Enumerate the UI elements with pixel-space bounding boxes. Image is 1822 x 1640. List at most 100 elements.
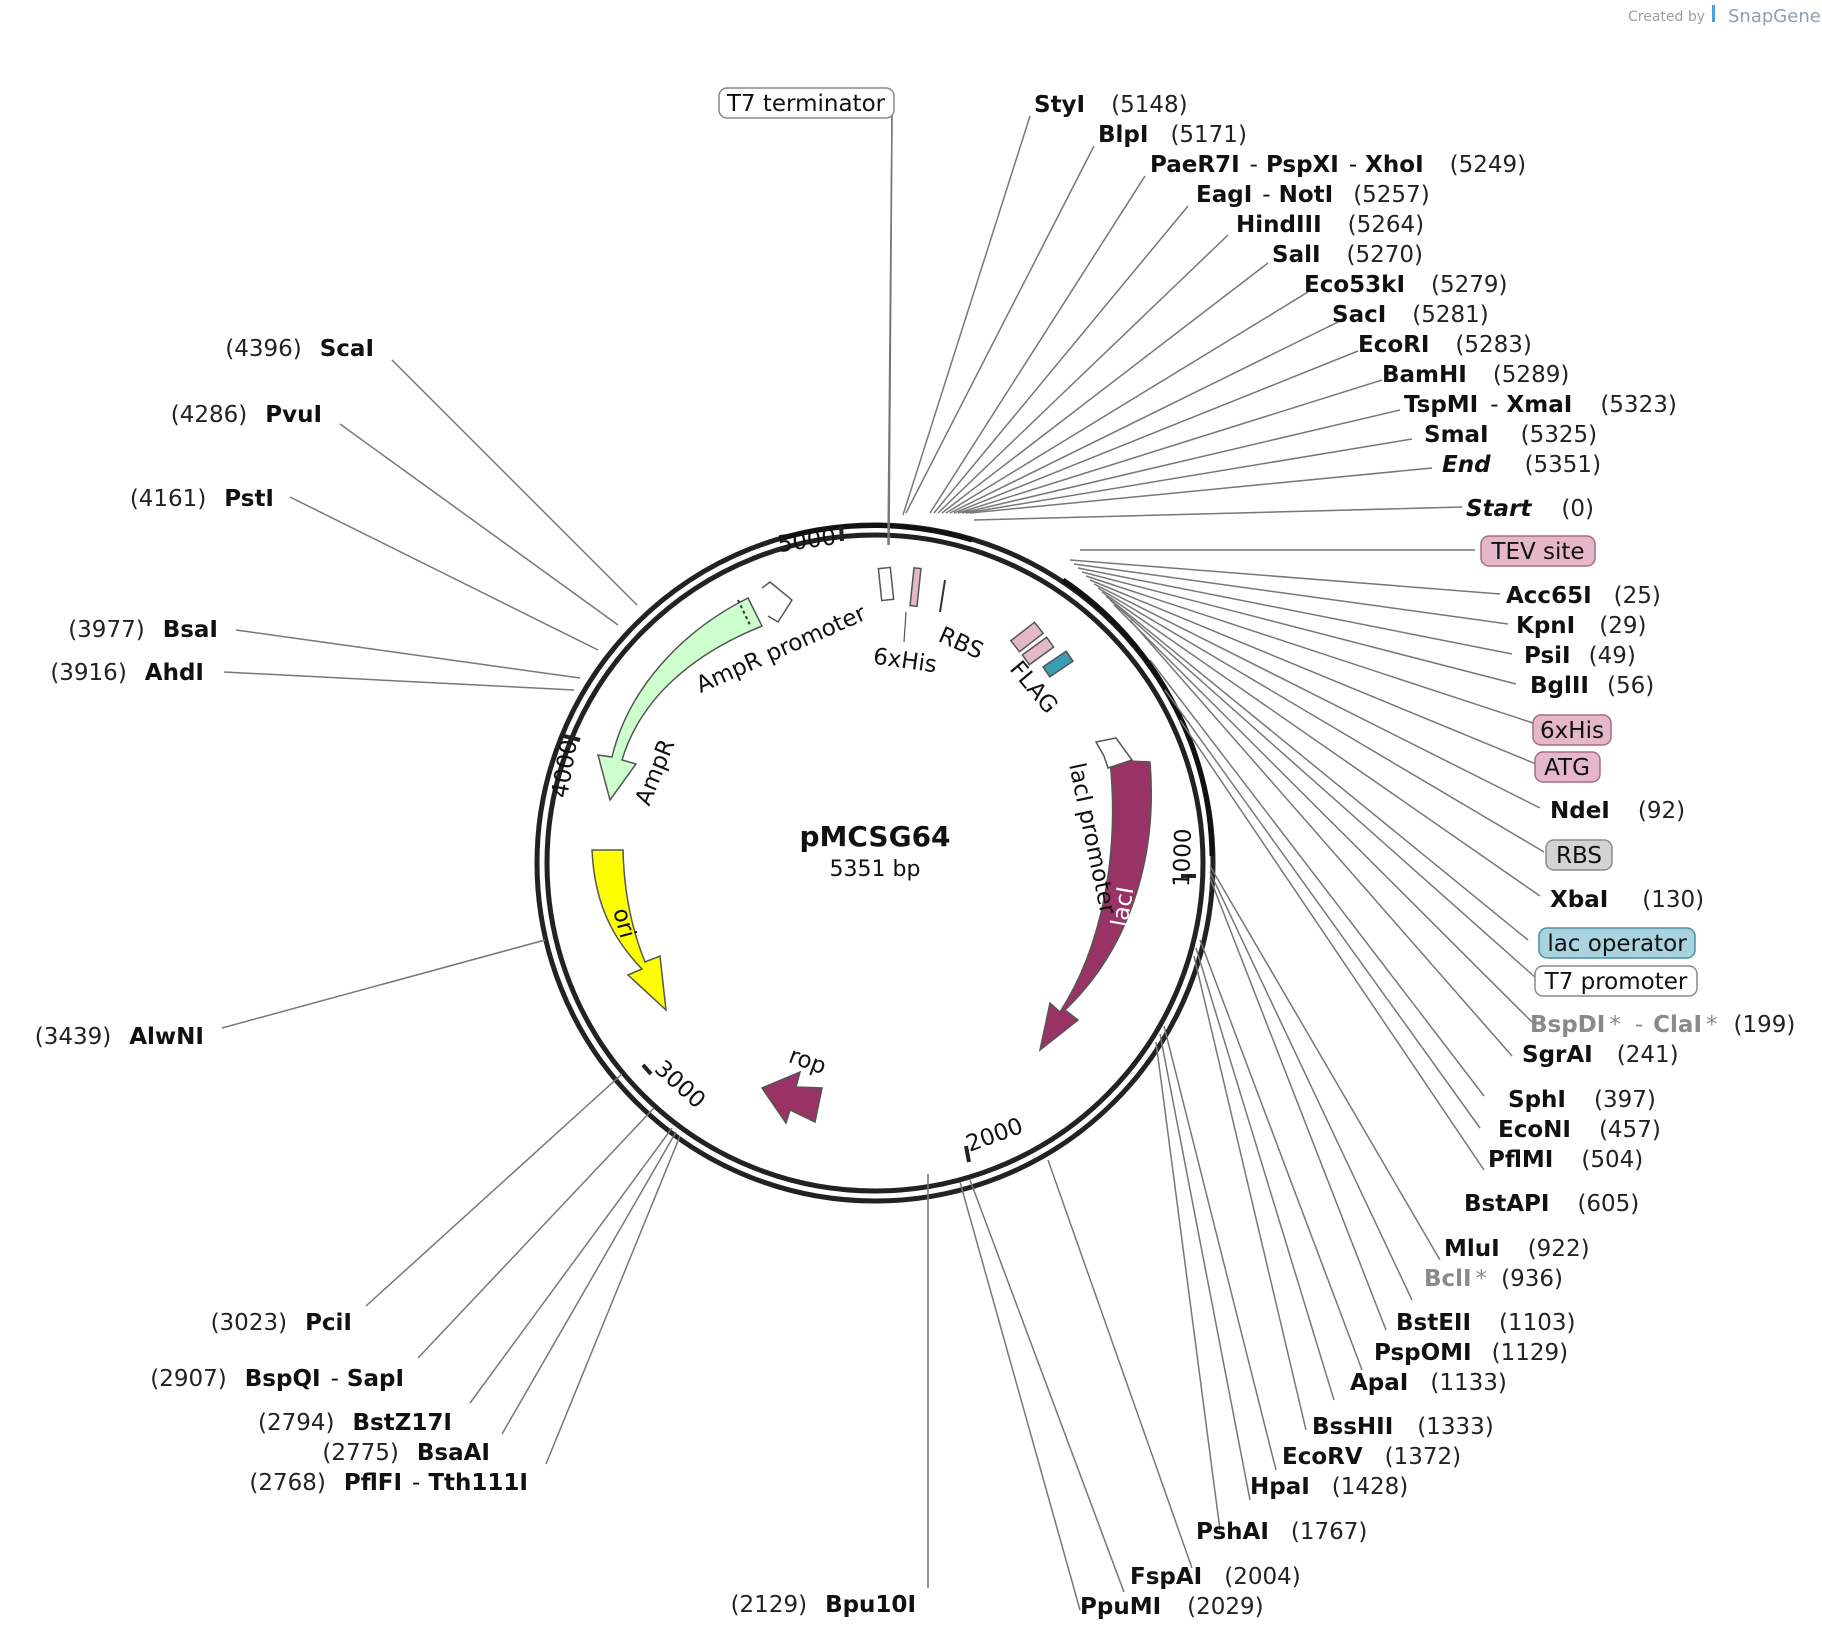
boxed-feature-atg: ATG [1534, 751, 1601, 783]
plasmid-name: pMCSG64 [799, 820, 950, 853]
box-label: ATG [1544, 755, 1590, 781]
site-label: BglII (56) [1530, 673, 1654, 699]
site-label: TspMI - XmaI (5323) [1404, 392, 1677, 418]
tick-label-2000: 2000 [963, 1113, 1027, 1157]
leader-line [1159, 1033, 1251, 1501]
leader-line [905, 145, 1095, 514]
leader-line [1077, 567, 1513, 655]
site-label: ApaI (1133) [1350, 1370, 1507, 1396]
box-bg [1538, 927, 1696, 959]
tick-mark [563, 734, 581, 742]
site-label: (4286) PvuI [171, 402, 322, 428]
leader-line [1163, 1025, 1277, 1471]
laci-arrow [1038, 759, 1153, 1052]
leader-line [221, 939, 546, 1029]
rbs-label: RBS [935, 622, 988, 664]
ampr-promoter-arrow [761, 581, 793, 624]
leader-line [1089, 579, 1537, 765]
leader-line [365, 1073, 623, 1307]
site-label: BssHII (1333) [1312, 1414, 1494, 1440]
leader-line [1093, 583, 1541, 809]
leader-line [339, 423, 619, 626]
boxed-feature-lac-operator: lac operator [1538, 927, 1696, 959]
box-label: RBS [1556, 843, 1602, 869]
leader-line [235, 629, 581, 679]
leader-line [1101, 591, 1541, 897]
tick-marks [563, 525, 1196, 1163]
rop-label: rop [785, 1043, 829, 1080]
leader-line [289, 496, 599, 651]
leader-line [1113, 604, 1533, 1023]
site-label: BstEII (1103) [1396, 1310, 1576, 1336]
site-label: (2768) PflFI - Tth111I [249, 1470, 528, 1496]
site-label: EcoNI (457) [1498, 1117, 1661, 1143]
site-label: SalI (5270) [1272, 242, 1423, 268]
tick-label-5000: 5000 [776, 524, 838, 558]
site-label: BclI * (936) [1424, 1266, 1563, 1292]
mcs-arc-top [782, 523, 973, 543]
his-mark [909, 566, 922, 608]
leader-line [391, 359, 638, 606]
site-label: (2775) BsaAI [322, 1440, 490, 1466]
credit-brand: SnapGene [1728, 6, 1821, 27]
box-bg [1534, 751, 1601, 783]
leader-line [937, 234, 1229, 514]
site-label: SmaI (5325) [1424, 422, 1597, 448]
site-label: PshAI (1767) [1196, 1519, 1367, 1545]
box-label: TEV site [1490, 539, 1584, 565]
boxed-feature-t7-promoter: T7 promoter [1534, 965, 1698, 997]
right-sites: Acc65I (25) KpnI (29) PsiI (49) BglII (56) N… [1080, 583, 1795, 1620]
site-label: (2794) BstZ17I [258, 1410, 452, 1436]
ori-arrow [591, 849, 667, 1012]
boxed-feature-6xhis: 6xHis [1532, 714, 1612, 746]
top-sites: StyI (5148) BlpI (5171) PaeR7I - PspXI - XhoI(… [1034, 92, 1677, 522]
left-leader-lines [221, 359, 929, 1588]
site-label: SphI (397) [1508, 1087, 1656, 1113]
site-label: PsiI (49) [1524, 643, 1636, 669]
site-label: (3977) BsaI [68, 617, 218, 643]
box-label: lac operator [1547, 931, 1687, 957]
site-label: (2129) Bpu10I [731, 1592, 916, 1618]
site-label: End (5351) [1442, 452, 1601, 478]
tick-label-4000: 4000 [547, 738, 583, 800]
site-label: PflMI (504) [1488, 1147, 1643, 1173]
leader-line [957, 379, 1383, 514]
site-label: (2907) BspQI - SapI [150, 1366, 404, 1392]
leader-line [969, 467, 1433, 514]
t7-terminator-leader [887, 115, 893, 546]
tev-site-mark [1009, 621, 1045, 653]
leader-line [953, 350, 1359, 514]
tick-label-1000: 1000 [1169, 828, 1197, 887]
site-label: MluI (922) [1444, 1236, 1590, 1262]
site-label: (4396) ScaI [225, 336, 374, 362]
box-label: T7 terminator [726, 91, 886, 117]
site-label: BlpI (5171) [1098, 122, 1247, 148]
leader-line [417, 1107, 655, 1359]
site-label: (3916) AhdI [50, 660, 204, 686]
site-label: HpaI (1428) [1250, 1474, 1408, 1500]
site-label: NdeI (92) [1550, 798, 1685, 824]
site-label: StyI (5148) [1034, 92, 1188, 118]
leader-line [223, 671, 575, 691]
site-label: BamHI (5289) [1382, 362, 1569, 388]
tick-label-3000: 3000 [649, 1056, 710, 1114]
site-label: (3023) PciI [211, 1310, 352, 1336]
tick-mark [964, 1145, 971, 1163]
leader-line [1109, 599, 1537, 979]
site-label: XbaI (130) [1550, 887, 1704, 913]
ampr-arrow [596, 596, 764, 802]
box-label: 6xHis [1540, 718, 1604, 744]
leader-line [1199, 939, 1363, 1371]
backbone-inner [544, 532, 1206, 1194]
box-label: T7 promoter [1544, 969, 1688, 995]
site-label: EagI - NotI (5257) [1196, 182, 1430, 208]
laci-promoter-arrow [1094, 737, 1134, 769]
right-leader-lines [959, 549, 1545, 1611]
lac-operator-mark [1041, 650, 1075, 678]
leader-line [1193, 955, 1307, 1431]
top-leader-lines [888, 115, 1463, 546]
site-label: FspAI (2004) [1130, 1564, 1301, 1590]
leader-line [1085, 575, 1537, 725]
leader-line [945, 291, 1309, 514]
leader-line [959, 1181, 1081, 1611]
